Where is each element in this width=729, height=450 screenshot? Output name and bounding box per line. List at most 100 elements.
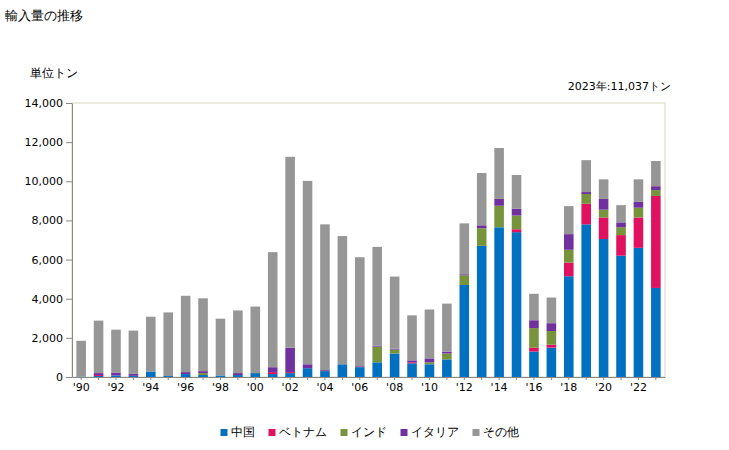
bar bbox=[616, 205, 626, 222]
bar bbox=[372, 247, 382, 346]
y-tick-mark bbox=[66, 103, 72, 104]
bar bbox=[390, 350, 400, 354]
bar bbox=[268, 374, 278, 377]
bar bbox=[390, 277, 400, 349]
bar bbox=[181, 372, 191, 374]
bar bbox=[320, 371, 330, 377]
legend-label: ベトナム bbox=[279, 425, 327, 439]
bar bbox=[303, 364, 313, 368]
bar bbox=[285, 157, 295, 348]
bar bbox=[251, 373, 261, 377]
bar bbox=[268, 372, 278, 374]
legend: 中国ベトナムインドイタリアその他 bbox=[221, 425, 519, 439]
bar bbox=[512, 229, 522, 232]
bar bbox=[512, 216, 522, 230]
x-tick-label: '90 bbox=[73, 381, 90, 394]
bar bbox=[616, 256, 626, 377]
x-tick-mark bbox=[429, 377, 430, 380]
x-tick bbox=[621, 377, 622, 380]
x-tick bbox=[342, 377, 343, 380]
y-tick-mark bbox=[66, 260, 72, 261]
bar bbox=[599, 210, 609, 218]
y-tick: 12,000 bbox=[25, 136, 73, 149]
bar bbox=[564, 234, 574, 250]
y-tick: 0 bbox=[56, 371, 72, 384]
bar bbox=[94, 373, 104, 375]
bar bbox=[442, 304, 452, 352]
bar bbox=[651, 186, 661, 190]
x-tick bbox=[133, 377, 134, 380]
y-tick: 6,000 bbox=[32, 254, 73, 267]
bar bbox=[599, 199, 609, 210]
x-tick: '04 bbox=[316, 377, 333, 394]
title: 輸入量の推移 bbox=[5, 8, 83, 23]
x-tick-mark bbox=[655, 377, 656, 380]
bar bbox=[198, 375, 208, 377]
bar bbox=[285, 373, 295, 377]
x-tick bbox=[446, 377, 447, 380]
bar bbox=[581, 192, 591, 194]
chart: 輸入量の推移単位トン2023年:11,037トン02,0004,0006,000… bbox=[0, 0, 729, 450]
bar bbox=[94, 321, 104, 373]
x-tick: '14 bbox=[491, 377, 508, 394]
bar bbox=[494, 148, 504, 199]
x-axis-line bbox=[73, 377, 666, 378]
bar bbox=[459, 223, 469, 274]
plot: 02,0004,0006,0008,00010,00012,00014,000'… bbox=[25, 97, 666, 394]
bar bbox=[268, 367, 278, 372]
x-tick: '08 bbox=[386, 377, 403, 394]
x-tick bbox=[551, 377, 552, 380]
bar bbox=[529, 328, 539, 348]
y-tick-label: 0 bbox=[56, 371, 63, 384]
bar bbox=[634, 217, 644, 247]
x-tick-label: '16 bbox=[525, 381, 542, 394]
bar bbox=[338, 364, 348, 377]
bar bbox=[76, 341, 86, 377]
bar bbox=[547, 323, 557, 331]
x-tick-mark bbox=[533, 377, 534, 380]
x-tick-mark bbox=[307, 377, 308, 380]
bar bbox=[529, 352, 539, 377]
x-tick-mark bbox=[255, 377, 256, 380]
x-tick-mark bbox=[115, 377, 116, 380]
bar bbox=[442, 352, 452, 354]
x-tick: '92 bbox=[107, 377, 124, 394]
x-tick-mark bbox=[621, 377, 622, 380]
series bbox=[94, 186, 661, 376]
bar bbox=[547, 331, 557, 345]
x-tick-mark bbox=[272, 377, 273, 380]
x-tick bbox=[516, 377, 517, 380]
bar bbox=[564, 276, 574, 377]
bar bbox=[634, 179, 644, 202]
x-tick bbox=[98, 377, 99, 380]
x-tick-mark bbox=[342, 377, 343, 380]
bar bbox=[547, 348, 557, 377]
bar bbox=[581, 204, 591, 225]
bar bbox=[616, 222, 626, 227]
x-tick-mark bbox=[516, 377, 517, 380]
y-tick-label: 10,000 bbox=[25, 175, 64, 188]
y-tick-mark bbox=[66, 338, 72, 339]
bar bbox=[477, 225, 487, 228]
x-tick: '96 bbox=[177, 377, 194, 394]
bar bbox=[425, 358, 435, 362]
bar bbox=[198, 373, 208, 375]
bar bbox=[407, 363, 417, 377]
bar bbox=[512, 175, 522, 209]
x-tick: '06 bbox=[351, 377, 368, 394]
y-tick-mark bbox=[66, 181, 72, 182]
x-tick-label: '08 bbox=[386, 381, 403, 394]
bar bbox=[355, 367, 365, 377]
x-axis: '90'92'94'96'98'00'02'04'06'08'10'12'14'… bbox=[73, 377, 666, 394]
x-tick-mark bbox=[377, 377, 378, 380]
bar bbox=[442, 354, 452, 360]
bar bbox=[425, 309, 435, 358]
x-tick bbox=[307, 377, 308, 380]
bar bbox=[355, 367, 365, 368]
bar bbox=[111, 375, 121, 377]
bar bbox=[651, 190, 661, 196]
bar bbox=[651, 161, 661, 186]
x-tick: '00 bbox=[247, 377, 264, 394]
bar bbox=[477, 228, 487, 246]
bar bbox=[372, 362, 382, 377]
